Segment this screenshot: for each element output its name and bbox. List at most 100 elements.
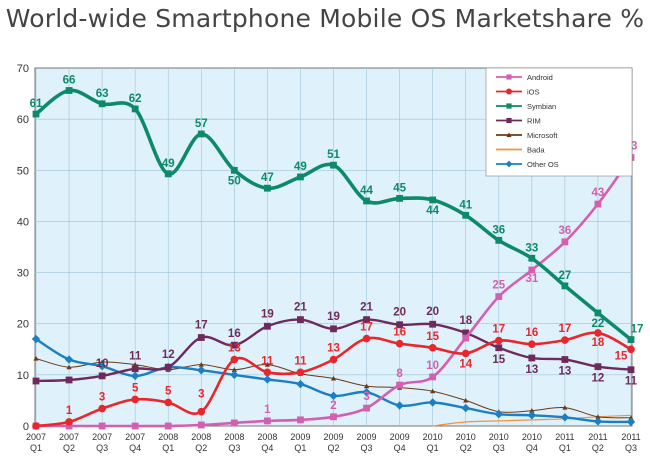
x-tick-quarter: Q3 [361, 443, 373, 453]
point-ios [164, 398, 173, 407]
point-ios [197, 407, 206, 416]
data-label-ios: 16 [393, 327, 406, 339]
point-symbian [263, 184, 271, 192]
x-tick-year: 2010 [456, 432, 476, 442]
point-symbian [131, 105, 139, 113]
data-label-rim: 17 [195, 320, 208, 332]
data-label-symbian: 50 [228, 175, 241, 187]
point-other-os [494, 410, 503, 419]
point-symbian [297, 173, 304, 181]
data-label-rim: 13 [558, 366, 571, 378]
data-label-rim: 13 [525, 364, 538, 376]
data-label-ios: 14 [459, 358, 472, 370]
x-tick-year: 2007 [92, 432, 112, 442]
point-microsoft [628, 415, 634, 420]
x-tick-quarter: Q4 [394, 443, 406, 453]
point-other-os [130, 371, 140, 381]
point-rim [528, 354, 536, 362]
data-label-symbian: 22 [592, 318, 605, 330]
y-tick-label: 0 [23, 421, 29, 433]
legend-label-microsoft: Microsoft [527, 131, 558, 140]
point-ios [395, 339, 404, 348]
point-symbian [230, 166, 238, 174]
point-ios [329, 355, 338, 364]
data-label-rim: 15 [492, 354, 505, 366]
point-microsoft [430, 388, 436, 394]
data-label-rim: 20 [393, 307, 406, 319]
point-other-os [296, 379, 305, 389]
point-other-os [31, 334, 41, 344]
point-android [495, 293, 503, 301]
x-tick-year: 2009 [323, 432, 343, 442]
data-label-ios: 18 [592, 337, 605, 349]
point-microsoft [529, 408, 535, 413]
data-label-ios: 11 [294, 355, 307, 367]
point-rim [297, 316, 304, 324]
point-ios [296, 368, 305, 377]
x-tick-year: 2007 [125, 432, 145, 442]
x-tick-quarter: Q3 [625, 443, 637, 453]
x-tick-year: 2011 [588, 432, 607, 442]
y-axis-tick-labels: 0 10 20 30 40 50 60 70 [17, 63, 29, 433]
y-tick-label: 50 [17, 165, 29, 177]
point-android [330, 413, 337, 421]
point-rim [32, 377, 40, 385]
x-tick-year: 2010 [489, 432, 509, 442]
data-label-android: 1 [264, 404, 271, 416]
legend-label-symbian: Symbian [527, 102, 556, 111]
data-label-rim: 16 [228, 328, 241, 340]
data-label-ios: 13 [228, 343, 241, 355]
x-tick-year: 2007 [26, 432, 46, 442]
point-other-os [428, 398, 437, 407]
data-label-symbian: 17 [631, 324, 644, 336]
data-label-rim: 12 [162, 349, 175, 361]
x-tick-year: 2008 [158, 432, 178, 442]
point-ios [131, 395, 139, 404]
y-tick-label: 60 [17, 114, 29, 126]
point-other-os [64, 355, 74, 364]
data-label-symbian: 49 [162, 158, 175, 170]
point-android [462, 334, 470, 342]
data-label-android: 31 [525, 273, 538, 285]
data-label-ios: 5 [165, 385, 172, 397]
x-tick-quarter: Q2 [327, 443, 339, 453]
legend-label-bada: Bada [527, 145, 545, 154]
point-other-os [97, 361, 107, 371]
point-rim [131, 365, 139, 373]
legend-marker-microsoft [506, 132, 512, 138]
data-label-android: 3 [363, 391, 369, 403]
x-tick-quarter: Q4 [526, 443, 538, 453]
x-tick-year: 2007 [59, 432, 79, 442]
x-tick-quarter: Q1 [294, 443, 306, 453]
point-microsoft [66, 364, 72, 370]
point-android [429, 373, 437, 381]
point-rim [98, 372, 106, 380]
point-other-os [263, 375, 272, 384]
point-android [164, 422, 172, 430]
data-label-symbian: 61 [30, 98, 43, 110]
point-android [363, 404, 370, 412]
x-tick-year: 2010 [522, 432, 542, 442]
data-label-ios: 16 [525, 327, 538, 339]
point-rim [330, 325, 337, 333]
point-other-os [626, 417, 636, 427]
point-symbian [429, 196, 437, 204]
data-label-symbian: 41 [459, 199, 472, 211]
data-label-android: 43 [592, 187, 605, 199]
point-rim [197, 334, 205, 341]
x-tick-quarter: Q1 [30, 443, 42, 453]
data-label-android: 10 [426, 360, 439, 372]
data-label-rim: 11 [625, 376, 638, 388]
point-ios [528, 340, 536, 348]
data-label-symbian: 44 [360, 185, 373, 197]
point-symbian [32, 110, 40, 118]
point-symbian [164, 170, 172, 178]
data-label-rim: 18 [459, 315, 472, 327]
point-rim [65, 376, 73, 384]
point-symbian [363, 197, 370, 205]
point-rim [363, 316, 370, 324]
chart-title: World-wide Smartphone Mobile OS Marketsh… [5, 4, 645, 33]
data-label-ios: 5 [132, 382, 139, 394]
point-microsoft [562, 404, 568, 410]
